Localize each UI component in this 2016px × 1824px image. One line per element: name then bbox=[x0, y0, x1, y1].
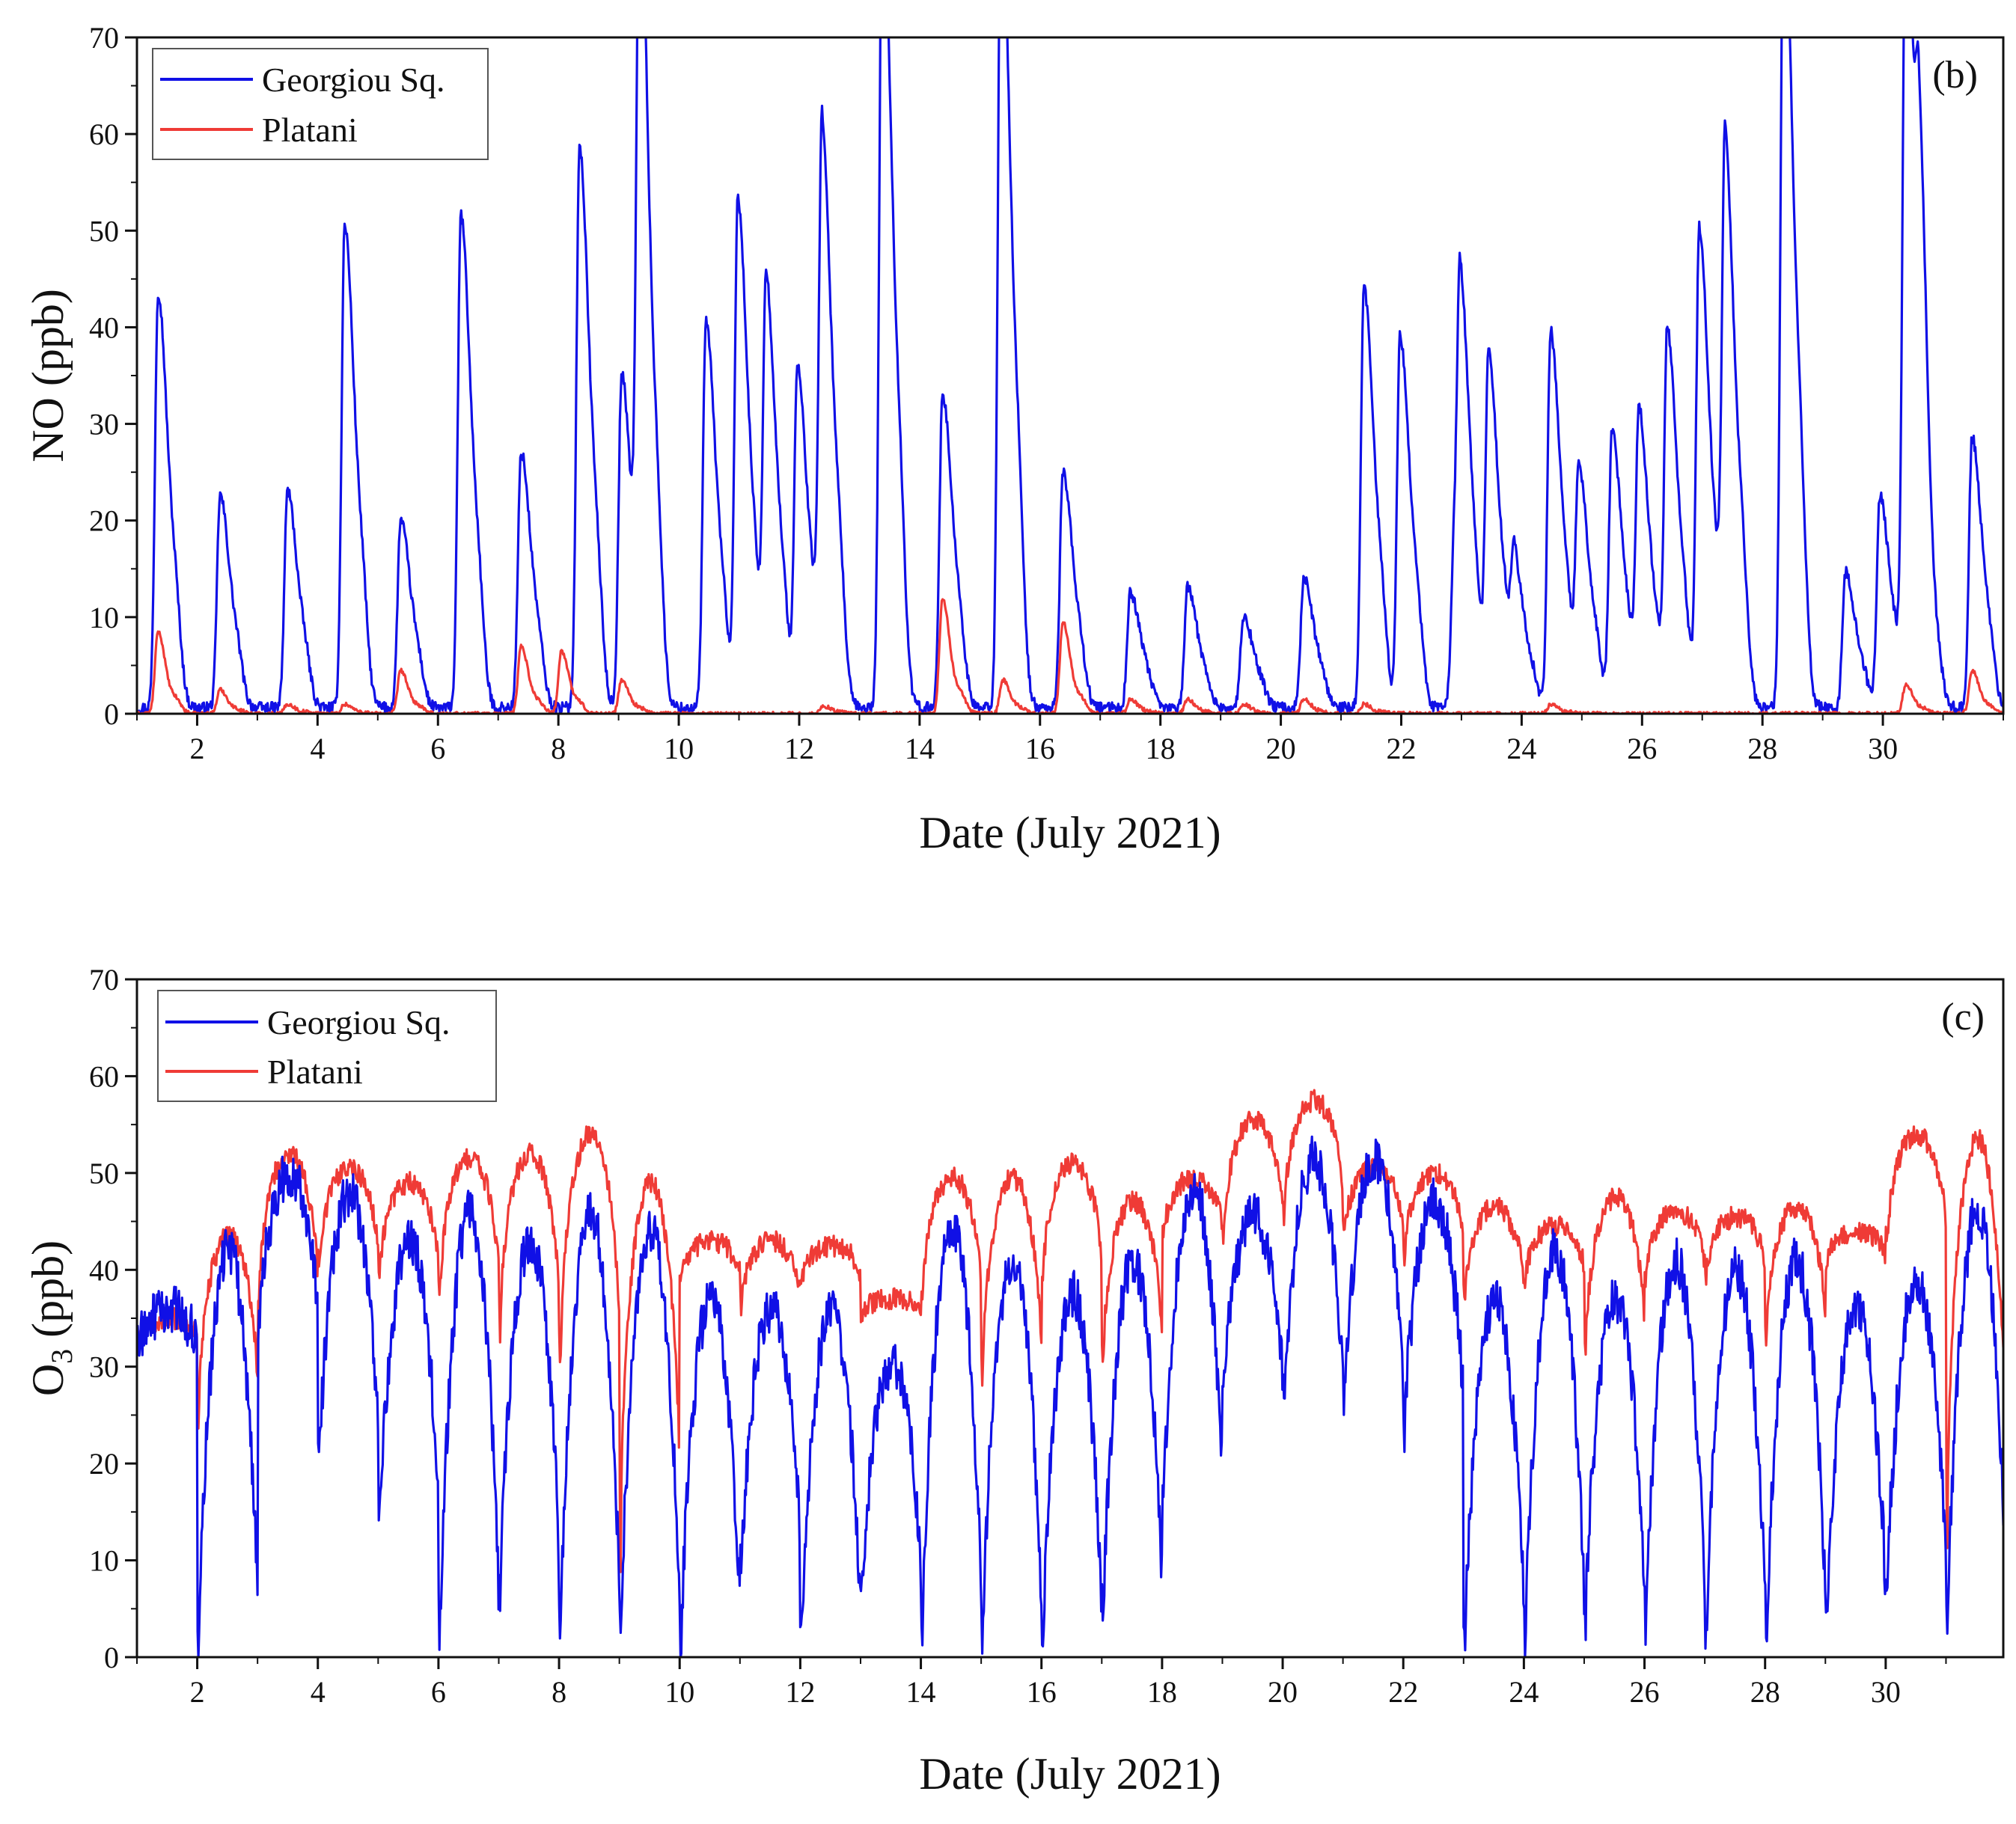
o3-y-tick-label: 0 bbox=[104, 1641, 119, 1674]
o3-y-ticks: 0 10 20 30 40 50 60 70 bbox=[89, 963, 137, 1674]
no-y-tick-label: 60 bbox=[89, 117, 119, 151]
o3-y-tick-label: 30 bbox=[89, 1350, 119, 1384]
no-legend-label-georgiou: Georgiou Sq. bbox=[262, 61, 445, 99]
o3-y-tick-label: 70 bbox=[89, 963, 119, 997]
o3-x-tick-label: 10 bbox=[665, 1675, 694, 1709]
no-y-axis-title: NO (ppb) bbox=[23, 289, 73, 462]
no-x-tick-label: 24 bbox=[1506, 732, 1536, 765]
o3-legend-box bbox=[157, 990, 497, 1102]
no-x-tick-label: 8 bbox=[551, 732, 566, 765]
o3-x-tick-label: 16 bbox=[1027, 1675, 1057, 1709]
no-x-tick-label: 30 bbox=[1868, 732, 1898, 765]
no-y-tick-label: 70 bbox=[89, 21, 119, 55]
o3-y-axis-title: O3 (ppb) bbox=[23, 1240, 79, 1396]
no-x-tick-label: 14 bbox=[905, 732, 935, 765]
o3-x-tick-label: 20 bbox=[1268, 1675, 1298, 1709]
panel-o3: 2 4 6 8 10 12 14 16 18 20 22 24 26 28 30 0102030405060… bbox=[23, 963, 2005, 1799]
o3-y-tick-label: 10 bbox=[89, 1544, 119, 1578]
o3-x-tick-label: 28 bbox=[1750, 1675, 1780, 1709]
no-legend: Georgiou Sq. Platani bbox=[152, 48, 489, 160]
no-y-tick-label: 0 bbox=[104, 697, 119, 731]
no-y-tick-label: 40 bbox=[89, 310, 119, 344]
o3-x-axis-title: Date (July 2021) bbox=[919, 1749, 1221, 1799]
no-x-tick-label: 2 bbox=[189, 732, 204, 765]
o3-x-tick-label: 4 bbox=[311, 1675, 326, 1709]
no-x-tick-label: 26 bbox=[1627, 732, 1657, 765]
no-x-ticks: 2 4 6 8 10 12 14 16 18 20 22 24 26 28 30 bbox=[136, 714, 2004, 765]
no-x-tick-label: 28 bbox=[1747, 732, 1777, 765]
o3-y-tick-label: 50 bbox=[89, 1157, 119, 1190]
no-y-tick-label: 50 bbox=[89, 214, 119, 248]
no-series-platani bbox=[137, 598, 2003, 714]
o3-legend: Georgiou Sq. Platani bbox=[157, 990, 497, 1102]
o3-legend-label-georgiou: Georgiou Sq. bbox=[267, 1003, 450, 1041]
no-x-tick-label: 16 bbox=[1025, 732, 1055, 765]
o3-series-lines bbox=[137, 1089, 2003, 1657]
no-legend-box bbox=[152, 48, 489, 160]
o3-x-tick-label: 6 bbox=[431, 1675, 446, 1709]
no-x-tick-label: 22 bbox=[1386, 732, 1416, 765]
no-y-ticks: 0 10 20 30 40 50 60 70 bbox=[89, 21, 137, 731]
o3-y-tick-label: 60 bbox=[89, 1059, 119, 1093]
o3-x-tick-label: 8 bbox=[552, 1675, 566, 1709]
no-x-axis-title: Date (July 2021) bbox=[919, 808, 1221, 857]
o3-x-ticks: 2 4 6 8 10 12 14 16 18 20 22 24 26 28 30 bbox=[136, 1657, 1947, 1709]
o3-x-tick-label: 24 bbox=[1509, 1675, 1539, 1709]
no-x-tick-label: 12 bbox=[784, 732, 814, 765]
no-x-tick-label: 20 bbox=[1266, 732, 1296, 765]
o3-x-tick-label: 12 bbox=[785, 1675, 815, 1709]
o3-legend-label-platani: Platani bbox=[267, 1053, 363, 1091]
o3-x-tick-label: 22 bbox=[1388, 1675, 1418, 1709]
no-y-tick-label: 20 bbox=[89, 504, 119, 538]
no-x-tick-label: 4 bbox=[310, 732, 325, 765]
no-x-tick-label: 10 bbox=[664, 732, 694, 765]
o3-x-tick-label: 18 bbox=[1147, 1675, 1177, 1709]
no-x-tick-label: 18 bbox=[1146, 732, 1176, 765]
no-plot-frame bbox=[135, 36, 2005, 715]
o3-x-tick-label: 14 bbox=[906, 1675, 936, 1709]
o3-y-tick-label: 20 bbox=[89, 1447, 119, 1481]
o3-series-georgiou bbox=[137, 1135, 2003, 1657]
no-series-georgiou bbox=[137, 37, 2003, 714]
panel-no: 2 4 6 8 10 12 14 16 18 20 22 24 26 28 30 0102030405060… bbox=[23, 21, 2005, 857]
no-panel-label: (b) bbox=[1932, 54, 1978, 97]
no-x-tick-label: 6 bbox=[430, 732, 445, 765]
o3-x-tick-label: 26 bbox=[1630, 1675, 1660, 1709]
o3-panel-label: (c) bbox=[1941, 996, 1985, 1038]
o3-series-platani bbox=[137, 1089, 2003, 1573]
o3-y-tick-label: 40 bbox=[89, 1253, 119, 1287]
o3-x-tick-label: 30 bbox=[1871, 1675, 1901, 1709]
no-legend-label-platani: Platani bbox=[262, 111, 358, 149]
no-y-tick-label: 10 bbox=[89, 601, 119, 634]
no-y-tick-label: 30 bbox=[89, 408, 119, 441]
o3-plot-frame bbox=[135, 978, 2005, 1659]
o3-x-tick-label: 2 bbox=[190, 1675, 205, 1709]
